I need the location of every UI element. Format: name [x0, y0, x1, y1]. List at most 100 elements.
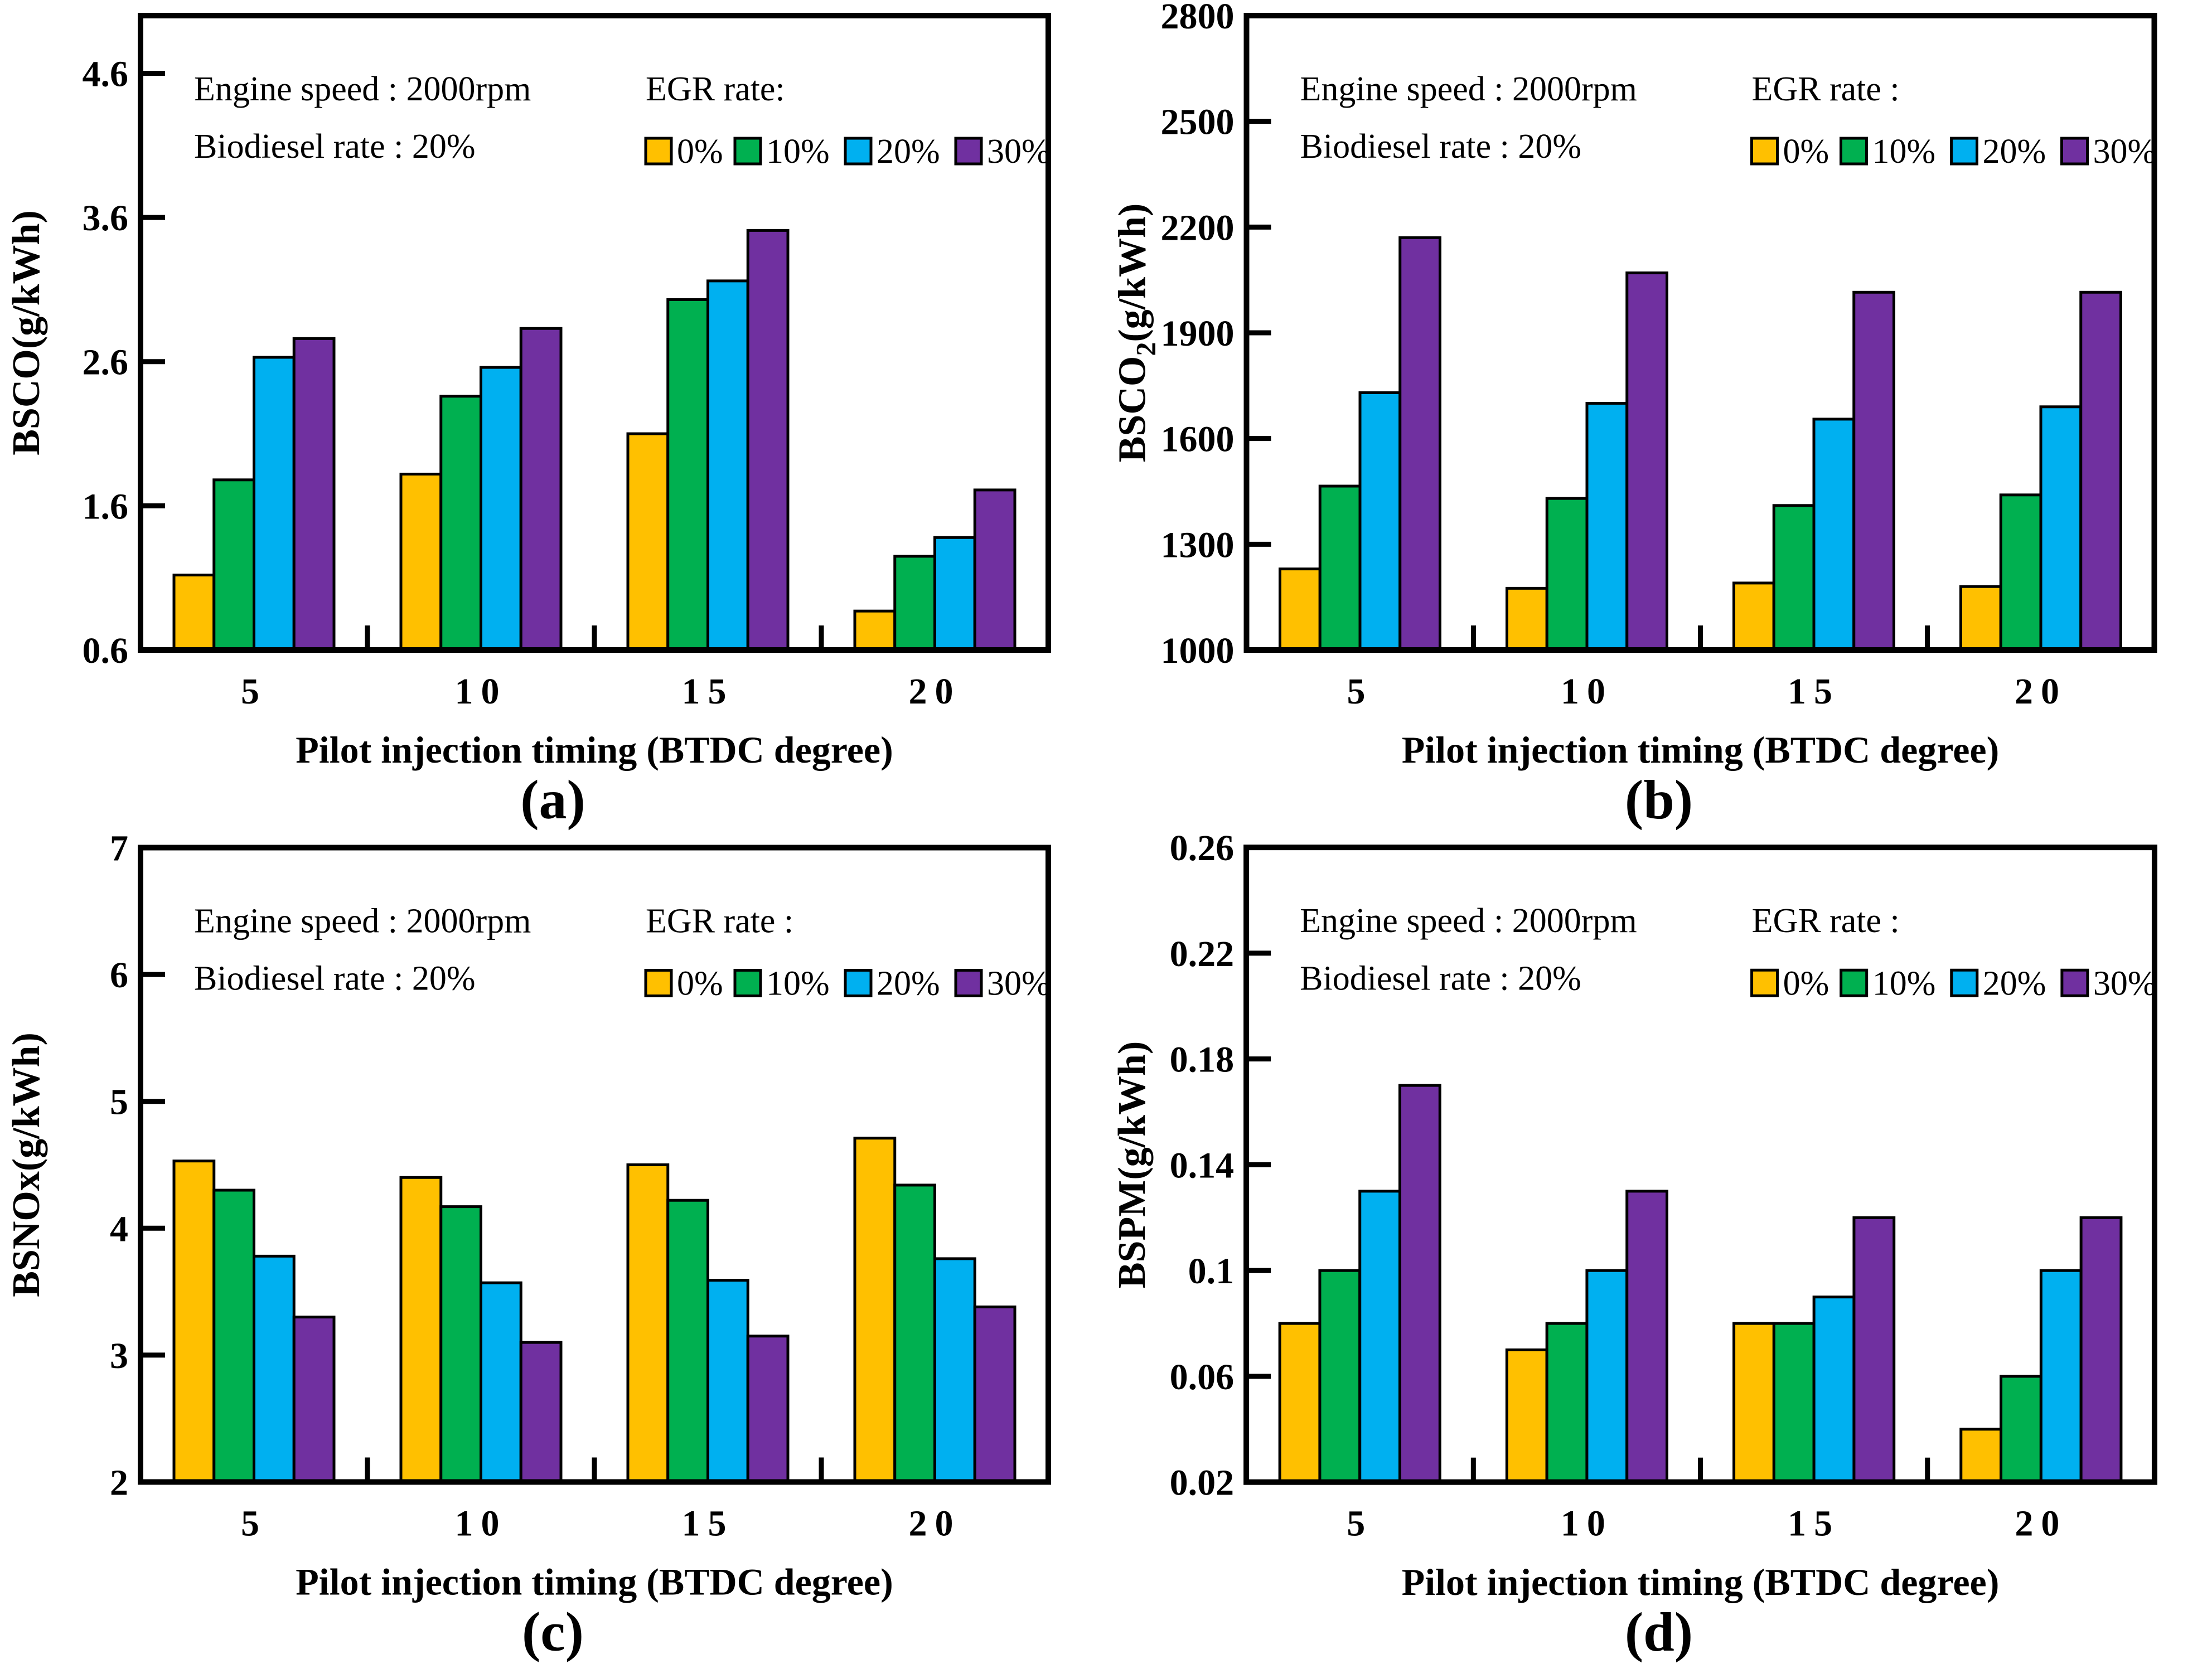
- x-tick-label: 15: [1788, 1503, 1840, 1544]
- y-axis-title: BSCO(g/kWh): [5, 210, 48, 455]
- bar-egr20pct-timing20: [933, 1257, 976, 1483]
- legend-label: 20%: [877, 965, 940, 1003]
- x-axis-title: Pilot injection timing (BTDC degree): [1402, 1561, 2000, 1603]
- legend-title: EGR rate:: [646, 70, 785, 108]
- chart-svg-b: 1000 1300 1600 1900 2200 2500 2800 5 10 15 20 Pilot…: [1111, 0, 2157, 831]
- y-tick-label: 4.6: [83, 54, 129, 94]
- y-tick-label: 0.6: [83, 630, 129, 671]
- legend-swatch-20pct: [1950, 137, 1978, 166]
- y-axis-title: BSCO2(g/kWh): [1111, 203, 1161, 463]
- y-tick-label: 0.14: [1170, 1145, 1235, 1186]
- chart-svg-c: 2 3 4 5 6 7 5 10 15 20 Pilot injection timing (BTD…: [5, 832, 1051, 1663]
- annotation-line-1: Engine speed : 2000rpm: [194, 70, 531, 108]
- bar-egr10pct-timing20: [1999, 493, 2042, 652]
- bar-egr30pct-timing10: [519, 327, 563, 652]
- bar-egr10pct-timing5: [212, 478, 255, 652]
- legend-swatch-10pct: [733, 137, 762, 166]
- plot-border: [138, 13, 1051, 653]
- chart-panel-d: 0.02 0.06 0.1 0.14 0.18 0.22 0.26 5 10 15 20 Pilot …: [1106, 832, 2212, 1664]
- legend-swatch-20pct: [844, 137, 873, 166]
- x-tick-label: 20: [2015, 1503, 2067, 1544]
- legend-swatch-30pct: [2060, 137, 2089, 166]
- bar-egr10pct-timing10: [1545, 497, 1589, 652]
- bar-egr20pct-timing10: [480, 366, 522, 652]
- legend-swatch-10pct: [1840, 968, 1869, 997]
- bar-egr10pct-timing5: [1318, 484, 1362, 652]
- y-tick-label: 0.1: [1188, 1251, 1235, 1292]
- legend-label: 10%: [766, 965, 830, 1003]
- bar-egr30pct-timing15: [1852, 290, 1895, 652]
- bar-egr0pct-timing5: [1279, 567, 1322, 652]
- bar-egr30pct-timing20: [2079, 290, 2122, 652]
- y-tick-label: 2: [110, 1463, 128, 1503]
- panel-label: (a): [520, 769, 585, 831]
- legend-swatch-30pct: [954, 137, 983, 166]
- bar-egr10pct-timing15: [666, 1199, 709, 1484]
- bar-egr30pct-timing15: [1852, 1216, 1896, 1484]
- bar-egr30pct-timing5: [292, 337, 336, 652]
- legend-label: 10%: [1872, 133, 1936, 171]
- legend-swatch-30pct: [954, 969, 983, 997]
- bar-egr20pct-timing10: [1585, 401, 1629, 652]
- bar-egr10pct-timing5: [212, 1188, 255, 1483]
- bar-egr10pct-timing15: [1772, 1322, 1816, 1484]
- bar-egr10pct-timing10: [439, 395, 482, 652]
- bar-egr30pct-timing20: [973, 488, 1017, 652]
- bar-egr0pct-timing15: [1732, 581, 1775, 652]
- legend-swatch-10pct: [1840, 137, 1868, 166]
- legend-title: EGR rate :: [1752, 70, 1900, 108]
- bar-egr20pct-timing5: [253, 356, 296, 652]
- bar-egr20pct-timing15: [1812, 1296, 1856, 1484]
- legend-swatch-20pct: [1950, 968, 1979, 997]
- legend-label: 10%: [1872, 964, 1936, 1002]
- bar-egr0pct-timing20: [1959, 1428, 2003, 1484]
- legend-label: 20%: [877, 133, 940, 171]
- bar-egr10pct-timing20: [893, 1183, 936, 1483]
- annotation-line-2: Biodiesel rate : 20%: [1300, 128, 1581, 166]
- legend-swatch-30pct: [2060, 968, 2089, 997]
- bar-egr0pct-timing5: [172, 1160, 216, 1483]
- y-tick-label: 0.18: [1170, 1040, 1235, 1080]
- y-tick-label: 0.22: [1170, 934, 1235, 974]
- bar-egr20pct-timing15: [706, 279, 749, 652]
- chart-svg-d: 0.02 0.06 0.1 0.14 0.18 0.22 0.26 5 10 15 20 Pilot …: [1111, 832, 2157, 1663]
- legend-label: 30%: [2093, 133, 2157, 171]
- x-tick-label: 15: [682, 1503, 734, 1544]
- x-tick-label: 5: [1347, 671, 1373, 712]
- panel-label: (b): [1625, 769, 1693, 831]
- bar-egr0pct-timing5: [1278, 1322, 1322, 1484]
- annotation-line-2: Biodiesel rate : 20%: [194, 128, 475, 166]
- y-tick-label: 1300: [1161, 525, 1235, 565]
- y-tick-label: 0.26: [1170, 832, 1235, 869]
- y-tick-label: 3: [110, 1336, 128, 1376]
- annotation-line-1: Engine speed : 2000rpm: [1300, 902, 1637, 940]
- y-tick-label: 4: [110, 1209, 128, 1249]
- bar-egr20pct-timing15: [706, 1279, 749, 1484]
- plot-border: [1243, 13, 2157, 653]
- y-tick-label: 2500: [1161, 102, 1235, 143]
- chart-panel-a: 0.6 1.6 2.6 3.6 4.6 5 10 15 20 Pilot injection ti…: [0, 0, 1106, 832]
- legend-label: 30%: [987, 965, 1051, 1003]
- y-axis-title: BSPM(g/kWh): [1111, 1041, 1154, 1288]
- bar-egr0pct-timing20: [1959, 585, 2002, 652]
- bar-egr0pct-timing15: [626, 1163, 670, 1483]
- bar-egr30pct-timing20: [973, 1305, 1017, 1483]
- plot-border: [138, 845, 1051, 1485]
- bar-egr20pct-timing20: [933, 536, 976, 652]
- bar-egr0pct-timing20: [853, 609, 897, 652]
- y-tick-label: 1000: [1161, 630, 1235, 671]
- x-tick-label: 5: [241, 671, 267, 712]
- x-tick-label: 10: [455, 1503, 507, 1544]
- y-tick-label: 1.6: [83, 486, 129, 527]
- chart-panel-b: 1000 1300 1600 1900 2200 2500 2800 5 10 15 20 Pilot…: [1106, 0, 2212, 832]
- bar-egr10pct-timing10: [1545, 1322, 1589, 1484]
- bar-egr20pct-timing5: [253, 1254, 296, 1483]
- legend-swatch-0pct: [1750, 968, 1779, 997]
- legend-label: 30%: [987, 133, 1051, 171]
- legend-label: 0%: [1783, 133, 1829, 171]
- x-axis-title: Pilot injection timing (BTDC degree): [296, 729, 893, 771]
- annotation-line-2: Biodiesel rate : 20%: [1300, 959, 1581, 997]
- legend-label: 20%: [1983, 964, 2046, 1002]
- annotation-line-1: Engine speed : 2000rpm: [1300, 70, 1637, 108]
- y-tick-label: 1900: [1161, 313, 1235, 354]
